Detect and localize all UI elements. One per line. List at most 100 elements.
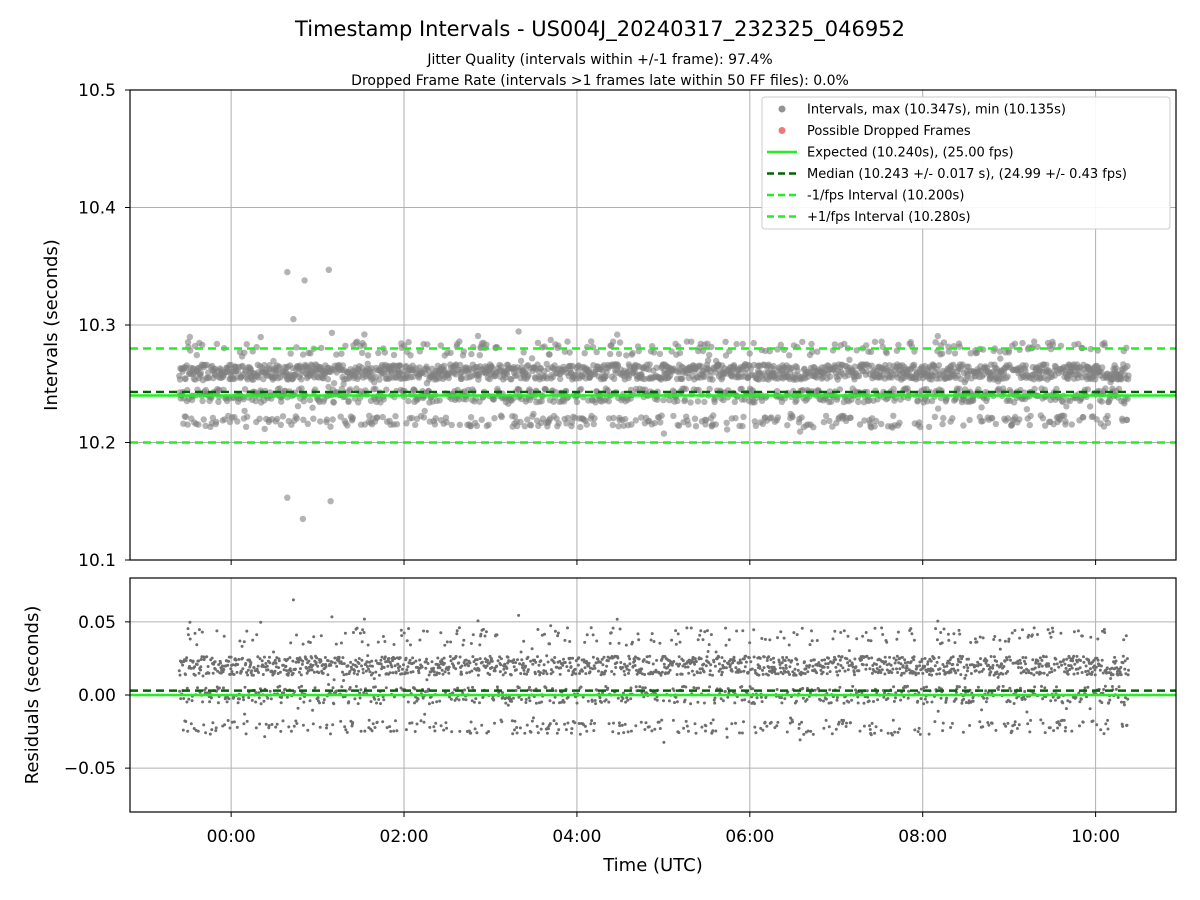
residual-point	[408, 658, 412, 662]
residual-point	[291, 659, 295, 663]
residual-point	[735, 629, 739, 633]
residual-point	[894, 658, 898, 662]
residual-point	[239, 670, 243, 674]
residual-point	[612, 721, 615, 725]
residual-point	[699, 657, 703, 661]
residual-point	[623, 662, 626, 666]
residual-point	[261, 673, 265, 676]
residual-point	[811, 664, 815, 668]
residual-point	[478, 701, 481, 705]
residual-point	[628, 662, 632, 666]
residual-point	[543, 632, 546, 636]
residual-point	[514, 689, 518, 692]
residual-point	[660, 718, 664, 722]
residual-point	[490, 657, 493, 661]
residual-point	[447, 671, 451, 675]
residual-point	[322, 698, 326, 702]
residual-point	[393, 657, 397, 661]
interval-point	[935, 405, 942, 412]
residual-point	[249, 661, 253, 665]
residual-point	[883, 691, 886, 695]
residual-point	[620, 699, 623, 703]
residual-point	[459, 670, 463, 674]
residual-point	[441, 672, 445, 676]
residual-point	[199, 658, 203, 661]
residual-point	[936, 619, 940, 623]
interval-point	[445, 374, 452, 382]
residual-point	[721, 699, 725, 703]
residual-point	[667, 699, 671, 703]
interval-point	[517, 418, 524, 426]
residual-point	[708, 669, 712, 673]
residual-point	[348, 686, 352, 689]
residual-point	[891, 667, 895, 671]
interval-point	[890, 412, 897, 419]
interval-point	[864, 388, 871, 396]
residual-point	[515, 726, 519, 729]
interval-point	[855, 398, 862, 406]
residual-point	[956, 668, 960, 672]
residual-point	[892, 699, 896, 703]
interval-point	[330, 380, 338, 387]
residual-point	[956, 663, 959, 667]
residual-point	[596, 657, 600, 661]
interval-point	[338, 385, 345, 393]
residual-point	[299, 673, 303, 677]
interval-point	[593, 348, 600, 356]
interval-point	[489, 365, 496, 372]
residual-point	[698, 633, 702, 637]
residual-point	[930, 673, 934, 677]
residual-point	[435, 700, 439, 704]
interval-point	[517, 357, 525, 365]
residual-point	[221, 670, 225, 674]
residual-point	[919, 697, 923, 701]
residual-point	[954, 671, 958, 675]
residual-point	[808, 691, 812, 695]
residual-point	[893, 730, 897, 734]
residual-point	[274, 661, 278, 665]
interval-point	[623, 352, 630, 359]
interval-point	[1039, 415, 1047, 422]
residual-point	[391, 671, 395, 675]
residual-point	[499, 657, 503, 661]
residual-point	[474, 662, 478, 666]
residual-point	[591, 633, 595, 637]
residual-point	[235, 670, 239, 674]
residual-point	[686, 729, 690, 733]
interval-point	[931, 413, 939, 421]
residual-point	[788, 673, 791, 676]
residual-point	[417, 671, 421, 675]
interval-point	[573, 398, 581, 406]
residual-point	[739, 661, 743, 665]
residual-point	[962, 697, 966, 701]
interval-point	[277, 421, 284, 428]
residual-point	[182, 697, 186, 700]
interval-point	[688, 338, 695, 345]
interval-point	[577, 423, 584, 431]
residual-point	[537, 663, 541, 667]
interval-point	[723, 426, 731, 433]
residual-point	[349, 660, 353, 664]
residual-point	[955, 685, 959, 688]
residual-point	[865, 663, 869, 667]
residual-point	[673, 701, 676, 705]
residual-point	[720, 656, 724, 660]
residual-point	[384, 686, 388, 690]
residual-point	[833, 629, 837, 633]
residual-point	[952, 632, 956, 636]
residual-point	[440, 658, 444, 662]
residual-point	[835, 698, 839, 702]
residual-point	[870, 656, 874, 660]
residual-point	[445, 640, 449, 644]
residual-point	[425, 678, 429, 682]
residual-point	[916, 730, 920, 734]
residual-point	[938, 667, 942, 671]
residual-point	[993, 635, 997, 638]
residual-point	[969, 672, 973, 675]
legend-box	[761, 96, 1171, 230]
interval-point	[421, 407, 428, 415]
residual-point	[545, 672, 549, 676]
residual-point	[242, 698, 246, 702]
residual-point	[600, 700, 603, 704]
residual-point	[655, 658, 659, 662]
